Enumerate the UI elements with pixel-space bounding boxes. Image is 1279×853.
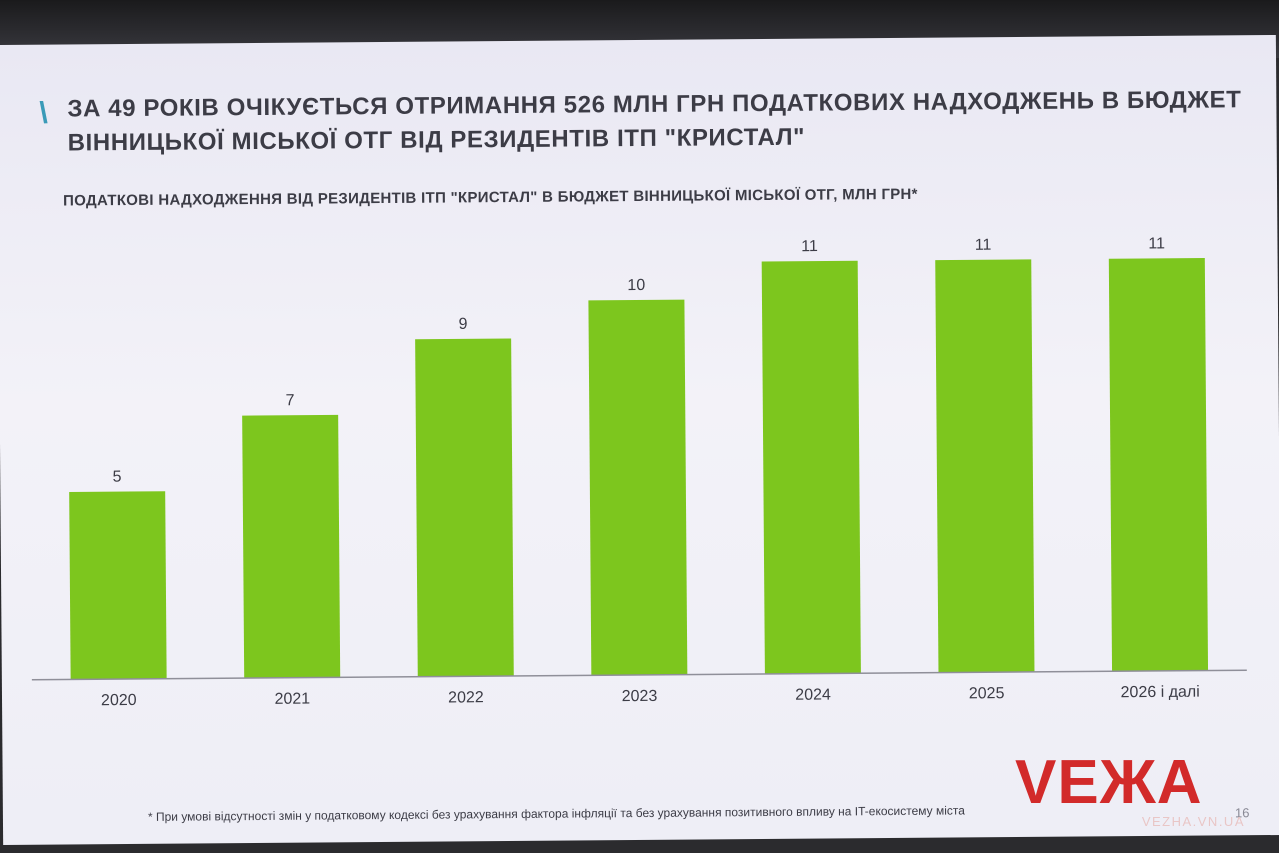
bar-4 bbox=[588, 299, 688, 676]
watermark: VEЖА VEZHA.VN.UA bbox=[1015, 752, 1265, 847]
bar-chart: 5 7 9 10 11 11 11 2020 2021 2022 2023 2024 2025 2026… bbox=[31, 235, 1247, 709]
data-label-5: 11 bbox=[801, 238, 818, 255]
data-label-1: 5 bbox=[113, 469, 122, 486]
bar-5 bbox=[761, 260, 861, 675]
data-label-4: 10 bbox=[627, 277, 645, 294]
bar-3 bbox=[415, 338, 514, 677]
data-label-3: 9 bbox=[458, 316, 467, 333]
watermark-logo: VEЖА bbox=[1015, 748, 1203, 817]
category-label-5: 2024 bbox=[795, 687, 831, 704]
data-label-2: 7 bbox=[286, 392, 295, 409]
category-label-7: 2026 і далі bbox=[1121, 684, 1200, 702]
presentation-slide: \ ЗА 49 РОКІВ ОЧІКУЄТЬСЯ ОТРИМАННЯ 526 М… bbox=[0, 34, 1279, 846]
category-label-3: 2022 bbox=[448, 689, 484, 706]
bar-2 bbox=[242, 414, 341, 679]
x-axis-line bbox=[31, 669, 1247, 681]
data-label-7: 11 bbox=[1148, 235, 1165, 252]
bar-1 bbox=[69, 491, 167, 680]
bar-7 bbox=[1108, 258, 1209, 672]
bar-6 bbox=[935, 259, 1035, 673]
category-label-4: 2023 bbox=[622, 688, 658, 705]
data-label-6: 11 bbox=[975, 237, 992, 254]
chart-title: ПОДАТКОВІ НАДХОДЖЕННЯ ВІД РЕЗИДЕНТІВ ІТП… bbox=[63, 185, 918, 210]
footnote: * При умові відсутності змін у податково… bbox=[147, 803, 965, 824]
accent-slash: \ bbox=[39, 96, 48, 130]
category-label-2: 2021 bbox=[275, 691, 311, 708]
watermark-url: VEZHA.VN.UA bbox=[1141, 814, 1245, 829]
category-label-1: 2020 bbox=[101, 692, 137, 709]
slide-headline: ЗА 49 РОКІВ ОЧІКУЄТЬСЯ ОТРИМАННЯ 526 МЛН… bbox=[67, 86, 1242, 157]
category-label-6: 2025 bbox=[969, 685, 1005, 702]
